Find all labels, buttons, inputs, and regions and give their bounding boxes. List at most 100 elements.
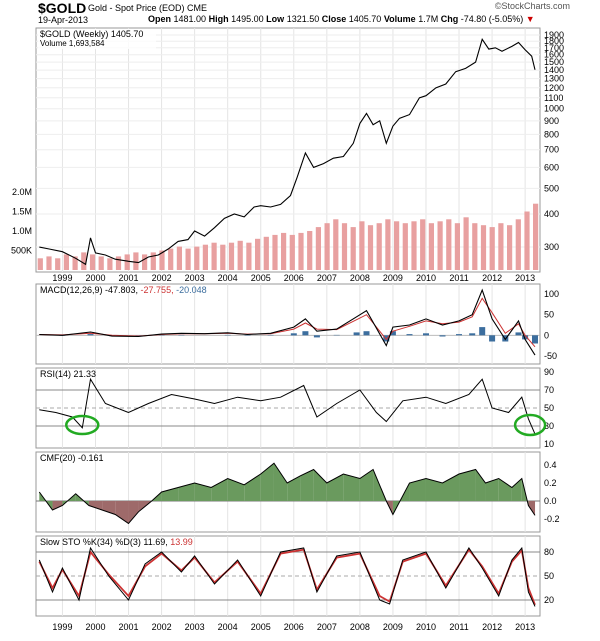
volume-bar (437, 221, 443, 271)
cmf-area-segment (313, 469, 327, 501)
volume-bar (507, 225, 513, 270)
volume-bar (394, 221, 400, 271)
rsi-tick-label: 70 (544, 385, 554, 395)
macd-histogram-bar (302, 331, 309, 336)
cmf-tick-label: 0.0 (544, 496, 557, 506)
stockcharts-logo[interactable]: ©StockCharts.com (494, 1, 570, 11)
cmf-area-segment (498, 478, 512, 501)
sto-legend-k: Slow STO %K(34) %D(3) 11.69, (40, 537, 170, 547)
volume-bar (367, 225, 374, 270)
volume-bar (307, 231, 313, 270)
volume-bar (37, 258, 43, 270)
price-tick-label: 900 (544, 116, 559, 126)
x-axis-year-label: 2004 (218, 622, 238, 632)
volume-bar (246, 242, 252, 270)
price-tick-label: 1400 (544, 65, 564, 75)
volume-bar (428, 223, 434, 270)
volume-bar (446, 219, 452, 270)
volume-bar (81, 252, 87, 270)
volume-bar (55, 258, 61, 270)
volume-bar (411, 221, 417, 271)
x-axis-year-label: 2010 (416, 622, 436, 632)
x-axis-year-label: 2000 (85, 273, 105, 283)
x-axis-year-label: 2007 (317, 273, 337, 283)
macd-tick-label: 50 (544, 310, 554, 320)
volume-bar (333, 219, 339, 270)
volume-bar (46, 256, 52, 270)
price-tick-label: 600 (544, 162, 559, 172)
macd-histogram-bar (515, 332, 522, 336)
volume-bar (402, 223, 408, 270)
x-axis-year-label: 2006 (284, 273, 304, 283)
price-tick-label: 1700 (544, 43, 564, 53)
macd-histogram-bar (423, 333, 429, 336)
volume-bar (237, 240, 243, 271)
panel-frame-macd (35, 283, 541, 365)
x-axis-year-label: 2011 (449, 273, 468, 283)
price-tick-label: 1000 (544, 104, 564, 114)
x-axis-year-label: 1999 (52, 622, 72, 632)
macd-legend: MACD(12,26,9) -47.803, -27.755, -20.048 (40, 285, 207, 295)
cmf-line (38, 462, 536, 525)
macd-histogram-bar (489, 335, 496, 342)
x-axis-year-label: 2007 (317, 622, 337, 632)
cmf-tick-label: 0.2 (544, 478, 557, 488)
chg-label: Chg (440, 14, 459, 24)
sto-legend: Slow STO %K(34) %D(3) 11.69, 13.99 (40, 537, 193, 547)
cmf-area-segment (102, 501, 116, 515)
volume-bar (272, 234, 278, 270)
x-axis-year-label: 2012 (482, 273, 502, 283)
macd-legend-main: MACD(12,26,9) -47.803, (40, 285, 141, 295)
volume-label: Volume (383, 14, 416, 24)
volume-bar (324, 223, 330, 270)
macd-signal-line (39, 297, 536, 348)
rsi-tick-label: 90 (544, 367, 554, 377)
sto-legend-d: 13.99 (170, 537, 193, 547)
cmf-area-segment (459, 469, 476, 501)
volume-bar (107, 258, 113, 270)
x-axis-year-label: 2011 (449, 622, 468, 632)
cmf-area-segment (211, 478, 228, 501)
close-value: 1405.70 (348, 14, 382, 24)
price-tick-label: 1900 (544, 30, 564, 40)
volume-tick-label: 2.0M (12, 187, 32, 197)
x-axis-year-label: 2004 (218, 273, 238, 283)
volume-bar (98, 256, 104, 270)
cmf-legend: CMF(20) -0.161 (40, 453, 104, 463)
volume-legend: Volume 1,693,584 (40, 39, 105, 48)
volume-bar (472, 223, 478, 270)
chart-header: $GOLD Gold - Spot Price (EOD) CME ©Stock… (0, 0, 600, 28)
volume-bar (211, 242, 217, 270)
price-tick-label: 800 (544, 129, 559, 139)
macd-histogram-bar (469, 333, 476, 336)
cmf-area-segment (343, 474, 360, 501)
cmf-area-segment (260, 463, 274, 501)
x-axis-year-label: 2005 (251, 273, 271, 283)
cmf-area-segment (244, 474, 261, 501)
volume-bar (89, 254, 96, 270)
macd-histogram-bar (313, 335, 320, 338)
price-tick-label: 1100 (544, 93, 563, 103)
volume-tick-label: 1.5M (12, 207, 32, 217)
volume-bar (524, 211, 530, 270)
volume-bar (176, 246, 182, 270)
cmf-area-segment (52, 501, 63, 510)
x-axis-year-label: 2001 (119, 273, 139, 283)
volume-bar (359, 221, 365, 271)
volume-bar (480, 225, 487, 270)
macd-histogram-bar (87, 334, 94, 336)
volume-bar (533, 203, 539, 270)
quote-line: Open 1481.00 High 1495.00 Low 1321.50 Cl… (148, 14, 535, 24)
cmf-area-segment (475, 469, 486, 501)
x-axis-year-label: 2002 (152, 273, 172, 283)
description-text: Gold - Spot Price (EOD) (88, 3, 185, 13)
volume-bar (185, 248, 191, 270)
down-arrow-icon: ▼ (525, 14, 535, 24)
x-axis-year-label: 1999 (52, 273, 72, 283)
oversold-highlight-circle (513, 413, 547, 437)
macd-histogram-bar (406, 334, 413, 336)
macd-line (39, 288, 536, 356)
sto-d-line (38, 548, 536, 606)
price-tick-label: 1500 (544, 57, 564, 67)
